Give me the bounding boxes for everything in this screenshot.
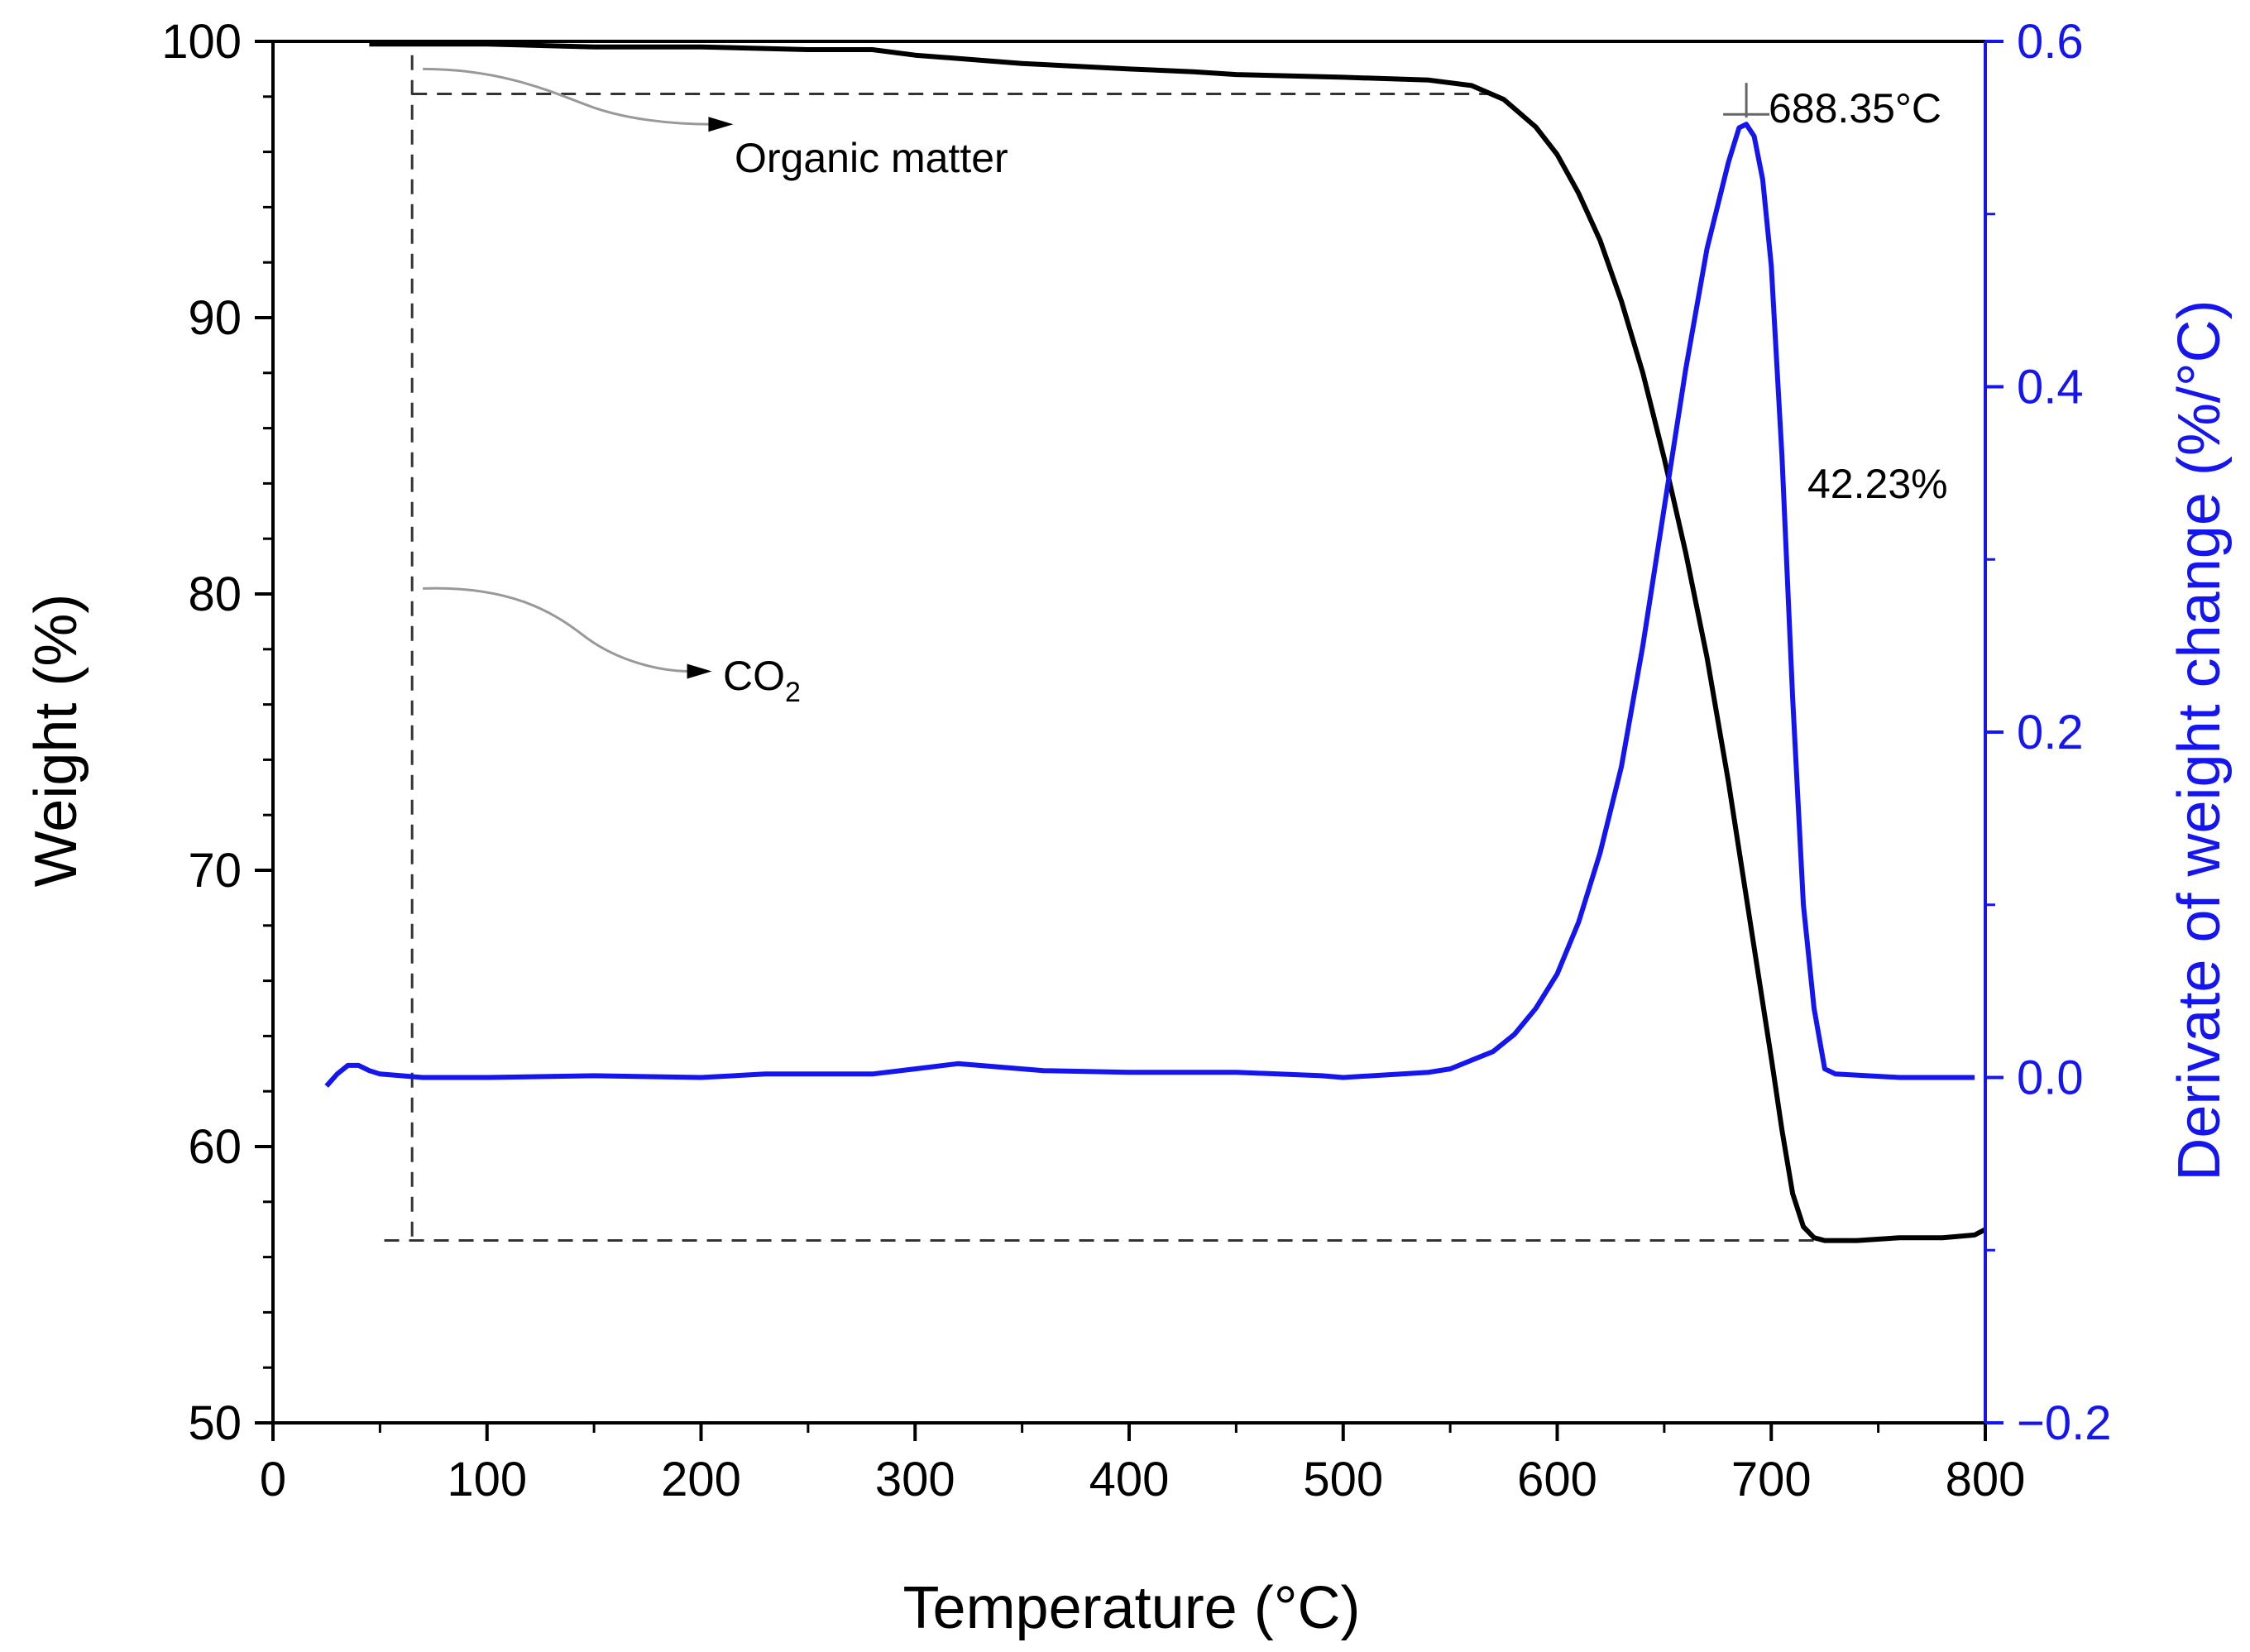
organic-matter-arrowhead xyxy=(708,117,734,132)
y-tick-label: 60 xyxy=(188,1120,242,1174)
x-tick-label: 800 xyxy=(1946,1453,2026,1506)
annotation-arrows xyxy=(423,67,734,679)
co2-arrow xyxy=(423,587,691,673)
y-tick-label: 90 xyxy=(188,291,242,345)
x-tick-label: 0 xyxy=(260,1453,286,1506)
y-tick-label: 70 xyxy=(188,844,242,898)
y-tick-label: 50 xyxy=(188,1396,242,1450)
y2-tick-label: 0.0 xyxy=(2017,1051,2084,1105)
x-tick-label: 200 xyxy=(661,1453,741,1506)
y2-tick-label: −0.2 xyxy=(2017,1396,2112,1450)
organic-matter-label: Organic matter xyxy=(735,135,1008,181)
y-tick-label: 80 xyxy=(188,567,242,621)
co2-label-subscript: 2 xyxy=(785,677,801,708)
y-tick-label: 100 xyxy=(161,15,242,69)
co2-label: CO2 xyxy=(723,653,801,708)
x-axis-title: Temperature (°C) xyxy=(903,1575,1361,1641)
y2-tick-label: 0.2 xyxy=(2017,706,2084,759)
x-tick-label: 300 xyxy=(875,1453,955,1506)
y2-tick-label: 0.6 xyxy=(2017,15,2084,69)
x-tick-label: 400 xyxy=(1089,1453,1170,1506)
x-tick-label: 100 xyxy=(447,1453,527,1506)
co2-label-main: CO xyxy=(723,653,785,699)
weight-series-line xyxy=(369,41,1987,1243)
y-axis-title: Weight (%) xyxy=(23,594,89,888)
x-tick-label: 600 xyxy=(1517,1453,1597,1506)
peak-temperature-label: 688.35°C xyxy=(1769,85,1941,132)
x-tick-label: 500 xyxy=(1303,1453,1383,1506)
axes: 0 100 200 300 400 500 600 700 800 50 60 70 80 90 100 −0… xyxy=(161,15,2111,1506)
guide-lines xyxy=(384,55,1836,1243)
derivative-series-line xyxy=(324,122,1975,1088)
weight-loss-label: 42.23% xyxy=(1807,461,1948,507)
series-layer xyxy=(324,41,1987,1243)
organic-matter-arrow xyxy=(423,67,712,126)
y2-axis-title: Derivate of weight change (%/°C) xyxy=(2166,299,2233,1180)
y2-tick-label: 0.4 xyxy=(2017,361,2084,414)
co2-arrowhead xyxy=(687,663,712,679)
x-tick-label: 700 xyxy=(1731,1453,1812,1506)
